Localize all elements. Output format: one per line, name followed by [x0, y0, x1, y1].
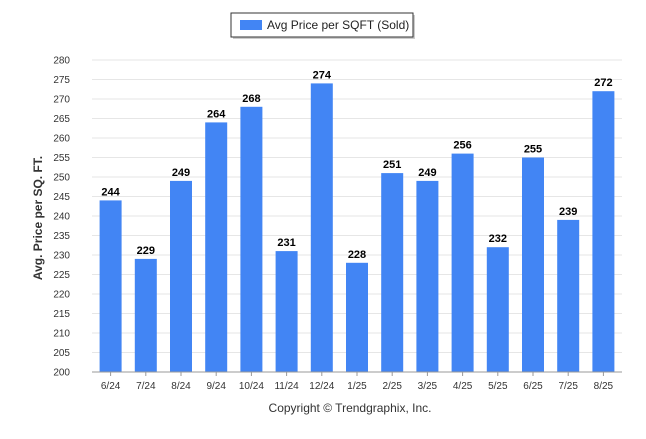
x-tick-label: 12/24 — [309, 381, 334, 392]
y-tick-label: 210 — [53, 329, 70, 340]
data-label: 268 — [242, 93, 260, 105]
x-tick-label: 10/24 — [239, 381, 264, 392]
y-axis-label: Avg. Price per SQ. FT. — [31, 156, 45, 280]
legend-label: Avg Price per SQFT (Sold) — [267, 18, 409, 32]
data-label: 256 — [453, 140, 471, 152]
data-label: 228 — [348, 249, 366, 261]
y-axis-ticks: 200 205 210 215 220 225 230 235 240 245 250 255 260 2… — [53, 56, 70, 379]
y-tick-label: 255 — [53, 153, 70, 164]
bar[interactable] — [310, 83, 333, 373]
data-label: 274 — [313, 69, 332, 81]
bar[interactable] — [592, 91, 615, 372]
copyright-text: Copyright © Trendgraphix, Inc. — [269, 401, 432, 415]
x-tick-label: 5/25 — [488, 381, 508, 392]
bar[interactable] — [557, 219, 580, 372]
x-tick-label: 7/24 — [136, 381, 156, 392]
bar[interactable] — [275, 251, 298, 372]
x-tick-label: 2/25 — [382, 381, 402, 392]
y-tick-label: 200 — [53, 368, 70, 379]
data-label: 249 — [172, 167, 190, 179]
bar[interactable] — [99, 200, 122, 372]
data-label: 244 — [101, 186, 120, 198]
legend[interactable]: Avg Price per SQFT (Sold) — [230, 12, 415, 39]
y-tick-label: 260 — [53, 134, 70, 145]
bar[interactable] — [486, 247, 509, 372]
x-tick-label: 9/24 — [206, 381, 226, 392]
x-tick-label: 11/24 — [274, 381, 299, 392]
y-tick-label: 230 — [53, 251, 70, 262]
x-tick-label: 4/25 — [453, 381, 473, 392]
x-tick-label: 1/25 — [347, 381, 367, 392]
bar[interactable] — [416, 180, 439, 372]
bar[interactable] — [170, 180, 192, 372]
data-label: 251 — [383, 159, 401, 171]
y-tick-label: 245 — [53, 192, 70, 203]
bar[interactable] — [134, 258, 157, 372]
y-tick-label: 275 — [53, 75, 70, 86]
bar[interactable] — [451, 153, 474, 372]
bar[interactable] — [346, 262, 368, 372]
y-tick-label: 235 — [53, 231, 70, 242]
bar[interactable] — [522, 157, 544, 373]
x-axis-ticks: 6/24 7/24 8/24 9/24 10/24 11/24 12/24 1/25 2/25 3… — [101, 372, 614, 392]
bars — [99, 83, 615, 373]
y-tick-label: 205 — [53, 348, 70, 359]
y-tick-label: 250 — [53, 173, 70, 184]
x-tick-label: 6/24 — [101, 381, 121, 392]
x-tick-label: 8/24 — [171, 381, 191, 392]
y-tick-label: 280 — [53, 56, 70, 67]
data-label: 232 — [489, 233, 507, 245]
y-tick-label: 265 — [53, 114, 70, 125]
data-label: 255 — [524, 144, 542, 156]
data-label: 239 — [559, 206, 577, 218]
data-label: 231 — [277, 237, 295, 249]
bar[interactable] — [381, 173, 404, 372]
y-tick-label: 240 — [53, 212, 70, 223]
data-label: 229 — [137, 245, 155, 257]
data-label: 264 — [207, 108, 226, 120]
x-tick-label: 8/25 — [594, 381, 614, 392]
x-tick-label: 6/25 — [523, 381, 543, 392]
x-tick-label: 7/25 — [558, 381, 578, 392]
y-tick-label: 215 — [53, 309, 70, 320]
y-tick-label: 220 — [53, 290, 70, 301]
bar[interactable] — [205, 122, 228, 373]
x-tick-label: 3/25 — [418, 381, 438, 392]
data-label: 249 — [418, 167, 436, 179]
legend-swatch — [240, 20, 262, 30]
data-labels: 244 229 249 264 268 231 274 228 251 249 256 232 255 2… — [101, 69, 612, 260]
data-label: 272 — [594, 77, 612, 89]
y-tick-label: 270 — [53, 95, 70, 106]
bar[interactable] — [240, 106, 263, 373]
y-tick-label: 225 — [53, 270, 70, 281]
